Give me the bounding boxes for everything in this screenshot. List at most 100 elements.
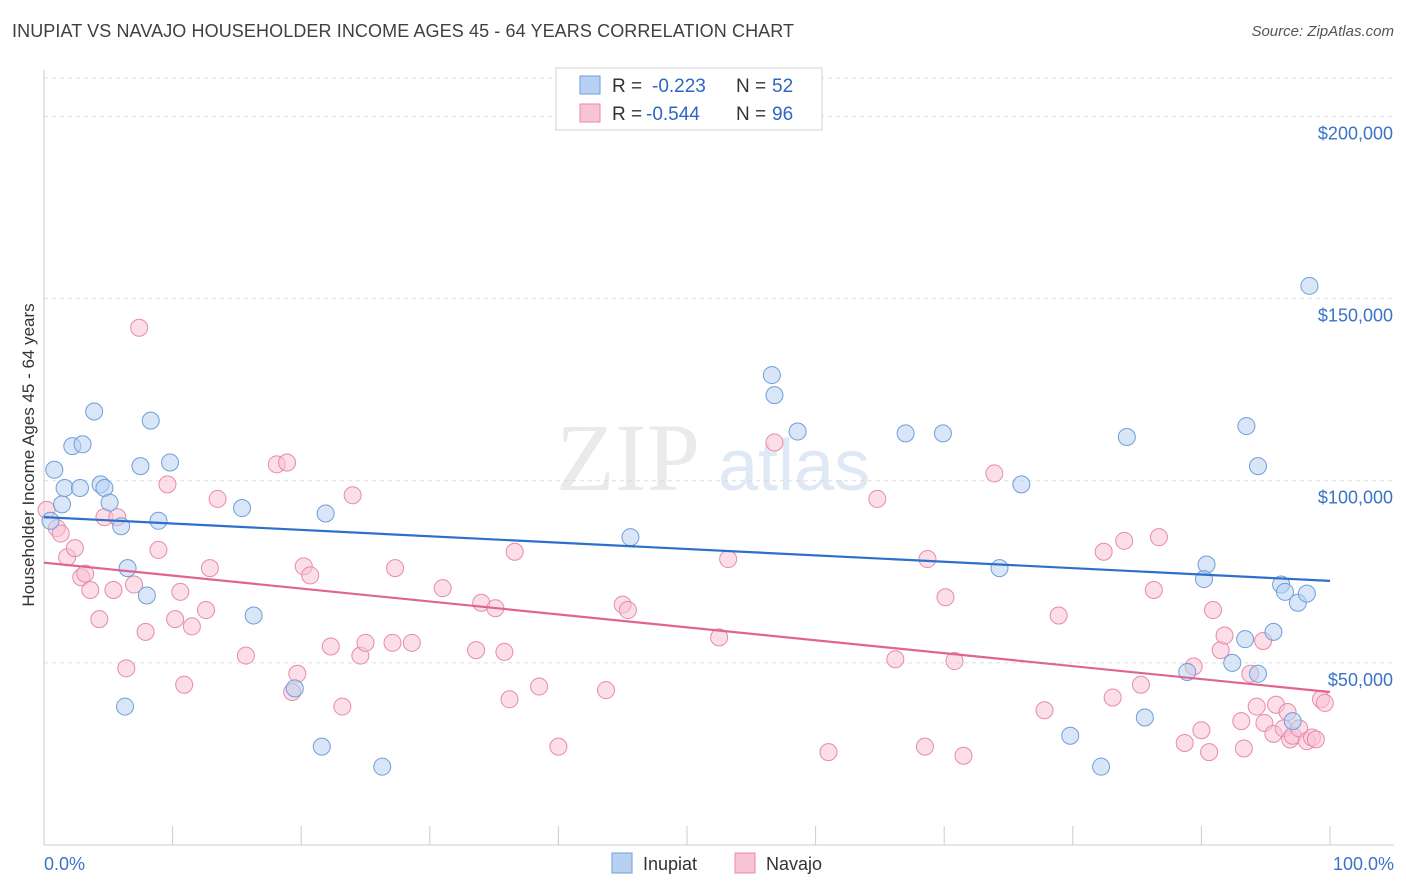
data-point-inupiat	[316, 504, 335, 523]
data-point-navajo	[1035, 701, 1054, 720]
stats-legend: R = -0.223 N = 52 R = -0.544 N = 96	[555, 67, 823, 131]
data-point-inupiat	[1275, 582, 1294, 601]
data-point-navajo	[175, 675, 194, 694]
legend-n-label-inupiat: N =	[736, 76, 766, 97]
data-point-inupiat	[1236, 630, 1255, 649]
data-point-navajo	[710, 628, 729, 647]
y-tick-label: $50,000	[1328, 670, 1393, 690]
data-point-navajo	[1049, 606, 1068, 625]
data-point-navajo	[1103, 688, 1122, 707]
data-point-inupiat	[1061, 726, 1080, 745]
data-point-navajo	[104, 581, 123, 599]
data-point-navajo	[1094, 542, 1113, 561]
data-point-navajo	[1203, 601, 1222, 620]
data-point-navajo	[1115, 531, 1134, 550]
data-point-inupiat	[762, 366, 781, 385]
data-point-inupiat	[41, 511, 60, 530]
series-legend: Inupiat Navajo	[611, 852, 822, 874]
data-point-inupiat	[1283, 712, 1302, 731]
data-point-inupiat	[1117, 428, 1136, 446]
data-point-inupiat	[765, 386, 784, 405]
data-point-navajo	[81, 581, 100, 599]
data-point-inupiat	[233, 499, 252, 518]
data-point-navajo	[1200, 743, 1219, 762]
data-point-inupiat	[1135, 708, 1154, 727]
data-point-inupiat	[1237, 417, 1256, 436]
data-point-navajo	[954, 746, 973, 765]
data-point-inupiat	[73, 435, 92, 454]
legend-n-value-inupiat: 52	[772, 76, 793, 97]
data-point-navajo	[149, 540, 168, 559]
data-point-navajo	[278, 453, 297, 472]
legend-r-label-inupiat: R =	[612, 76, 642, 97]
legend-swatch-inupiat	[579, 75, 601, 95]
data-point-navajo	[719, 550, 738, 569]
legend-r-value-inupiat: -0.223	[652, 76, 706, 97]
data-point-inupiat	[53, 495, 72, 514]
legend-r-label-navajo: R =	[612, 104, 642, 125]
legend-n-value-navajo: 96	[772, 104, 793, 125]
data-point-inupiat	[1297, 584, 1316, 603]
legend-r-value-navajo: -0.544	[646, 104, 700, 125]
data-point-navajo	[76, 564, 95, 583]
data-point-inupiat	[896, 424, 915, 443]
data-point-inupiat	[137, 586, 156, 605]
data-point-inupiat	[312, 737, 331, 756]
data-point-navajo	[1215, 626, 1234, 645]
data-point-inupiat	[990, 559, 1009, 578]
trend-line-navajo	[43, 561, 1331, 694]
legend-swatch-navajo	[579, 103, 601, 123]
data-point-inupiat	[45, 460, 64, 479]
data-point-navajo	[301, 566, 320, 585]
data-point-inupiat	[933, 424, 952, 443]
bottom-legend-label-inupiat: Inupiat	[643, 854, 697, 874]
series-inupiat	[41, 276, 1319, 776]
data-point-inupiat	[285, 679, 304, 698]
data-point-navajo	[1247, 697, 1266, 716]
data-point-navajo	[765, 433, 784, 452]
data-point-inupiat	[1092, 757, 1111, 776]
y-tick-label: $100,000	[1318, 488, 1393, 508]
data-point-inupiat	[149, 511, 168, 530]
data-point-navajo	[936, 588, 955, 607]
data-point-navajo	[208, 489, 227, 508]
data-point-navajo	[915, 737, 934, 756]
y-tick-labels: $50,000 $100,000 $150,000 $200,000	[1318, 123, 1393, 689]
y-tick-label: $200,000	[1318, 123, 1393, 143]
data-point-inupiat	[85, 402, 104, 421]
data-point-inupiat	[1248, 664, 1267, 683]
data-point-inupiat	[71, 479, 90, 497]
data-point-navajo	[166, 610, 185, 629]
data-point-navajo	[182, 617, 201, 636]
data-point-navajo	[1149, 528, 1168, 547]
data-point-navajo	[321, 637, 340, 656]
trend-lines	[43, 516, 1331, 694]
data-point-navajo	[90, 610, 109, 629]
data-point-navajo	[51, 524, 70, 543]
data-point-navajo	[596, 681, 615, 700]
x-axis-ticks	[43, 826, 1331, 845]
data-point-navajo	[130, 318, 149, 337]
data-point-inupiat	[1300, 276, 1319, 295]
data-point-inupiat	[131, 457, 150, 476]
data-point-navajo	[171, 582, 190, 601]
data-point-navajo	[197, 601, 216, 620]
watermark-zip: ZIP	[556, 404, 700, 511]
data-point-navajo	[549, 737, 568, 756]
data-point-navajo	[1315, 693, 1334, 712]
data-point-navajo	[505, 542, 524, 561]
data-point-navajo	[618, 601, 637, 620]
data-point-navajo	[819, 743, 838, 762]
bottom-legend-swatch-inupiat	[611, 852, 633, 874]
data-point-navajo	[1175, 734, 1194, 752]
y-axis-title: Householder Income Ages 45 - 64 years	[19, 303, 38, 606]
data-point-inupiat	[244, 606, 263, 625]
data-point-navajo	[117, 659, 136, 678]
data-point-navajo	[386, 559, 405, 578]
bottom-legend-label-navajo: Navajo	[766, 854, 822, 874]
data-point-inupiat	[1012, 475, 1031, 494]
data-point-navajo	[383, 633, 402, 652]
data-point-navajo	[945, 652, 964, 671]
data-point-inupiat	[1223, 653, 1242, 672]
